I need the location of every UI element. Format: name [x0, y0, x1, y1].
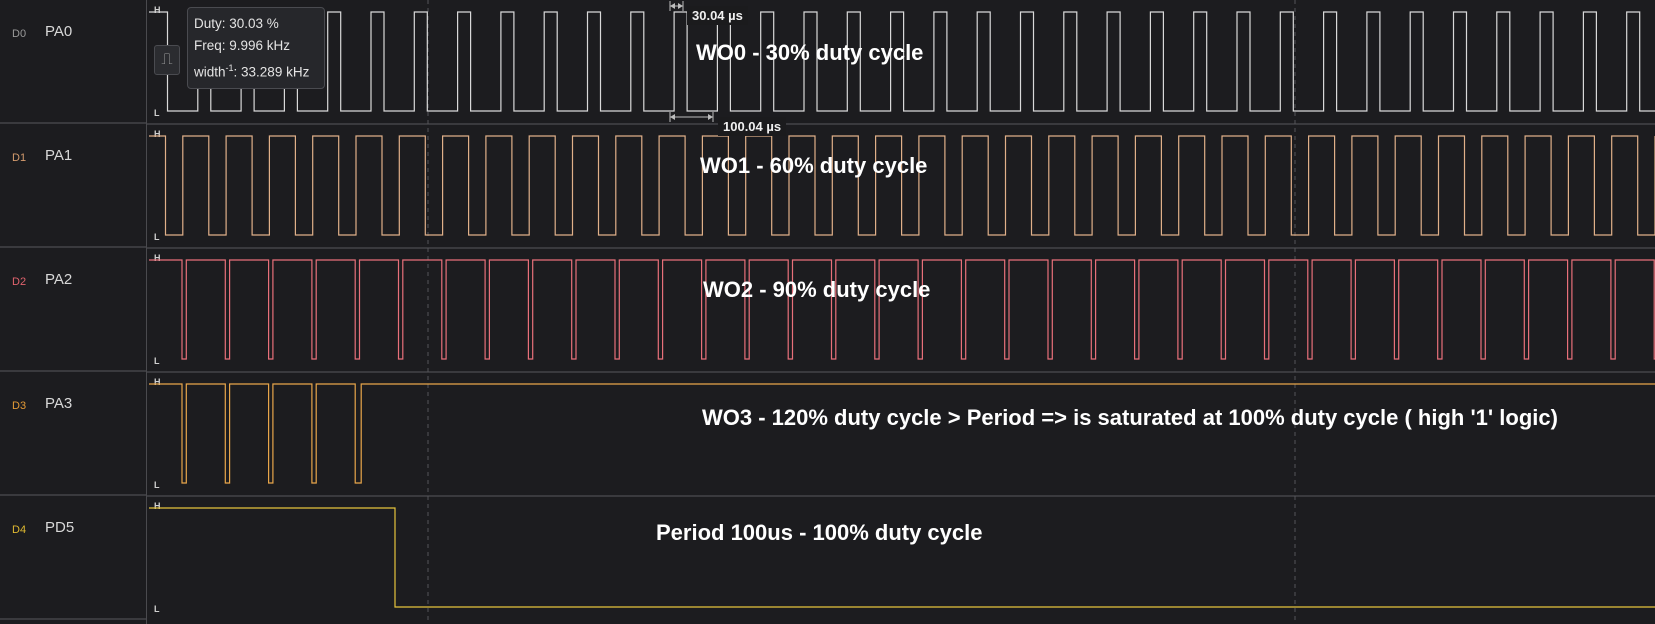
level-low-label: L	[154, 108, 160, 118]
waveform-d1	[149, 135, 1655, 236]
waveform-d4	[149, 507, 1655, 608]
channel-id: D0	[12, 28, 27, 40]
level-low-label: L	[154, 232, 160, 242]
annotation-d0: WO0 - 30% duty cycle	[696, 40, 924, 65]
channel-id: D4	[12, 524, 27, 536]
level-high-label: H	[154, 129, 161, 139]
tooltip-duty: Duty: 30.03 %	[194, 16, 279, 31]
pulse-measure-icon[interactable]: ⎍	[154, 45, 180, 75]
pulse-width-marker-arrow-end	[678, 3, 683, 9]
tooltip-width-value: : 33.289 kHz	[233, 64, 310, 80]
channel-id: D3	[12, 400, 27, 412]
level-high-label: H	[154, 253, 161, 263]
tooltip-width-exp: -1	[225, 63, 234, 73]
channel-name: PA3	[45, 395, 73, 412]
level-high-label: H	[154, 501, 161, 511]
channel-id: D1	[12, 152, 27, 164]
level-low-label: L	[154, 604, 160, 614]
pulse-width-marker-arrow-start	[670, 3, 675, 9]
channel-labels-column: D0 PA0 D1 PA1 D2 PA2 D3 PA3 D4 PD5	[0, 0, 147, 624]
channel-name: PD5	[45, 519, 75, 536]
period-marker-arrow-start	[670, 114, 675, 120]
channel-row-label-d0[interactable]: D0 PA0	[0, 0, 146, 124]
channel-row-label-d2[interactable]: D2 PA2	[0, 248, 146, 372]
period-measurement: 100.04 µs	[718, 117, 787, 136]
channel-row-label-d3[interactable]: D3 PA3	[0, 372, 146, 496]
pulse-width-measurement: 30.04 µs	[687, 6, 748, 25]
tooltip-freq: Freq: 9.996 kHz	[194, 38, 291, 53]
annotation-d2: WO2 - 90% duty cycle	[703, 277, 931, 302]
waveform-d2	[149, 259, 1655, 360]
level-high-label: H	[154, 5, 161, 15]
measurement-tooltip: Duty: 30.03 % Freq: 9.996 kHz width-1: 3…	[187, 7, 325, 89]
annotation-d1: WO1 - 60% duty cycle	[700, 153, 928, 178]
waveform-d0	[149, 11, 1655, 112]
channel-name: PA2	[45, 271, 73, 288]
channel-row-label-d1[interactable]: D1 PA1	[0, 124, 146, 248]
annotation-d4: Period 100us - 100% duty cycle	[656, 520, 983, 545]
channel-row-label-d4[interactable]: D4 PD5	[0, 496, 146, 620]
period-marker-arrow-end	[708, 114, 713, 120]
level-low-label: L	[154, 356, 160, 366]
tooltip-width: width-1: 33.289 kHz	[194, 57, 324, 84]
waveform-d3	[149, 383, 1655, 484]
level-low-label: L	[154, 480, 160, 490]
channel-name: PA1	[45, 147, 73, 164]
tooltip-width-prefix: width	[194, 64, 226, 80]
annotation-d3: WO3 - 120% duty cycle > Period => is sat…	[702, 405, 1558, 430]
channel-id: D2	[12, 276, 27, 288]
channel-name: PA0	[45, 23, 73, 40]
level-high-label: H	[154, 377, 161, 387]
